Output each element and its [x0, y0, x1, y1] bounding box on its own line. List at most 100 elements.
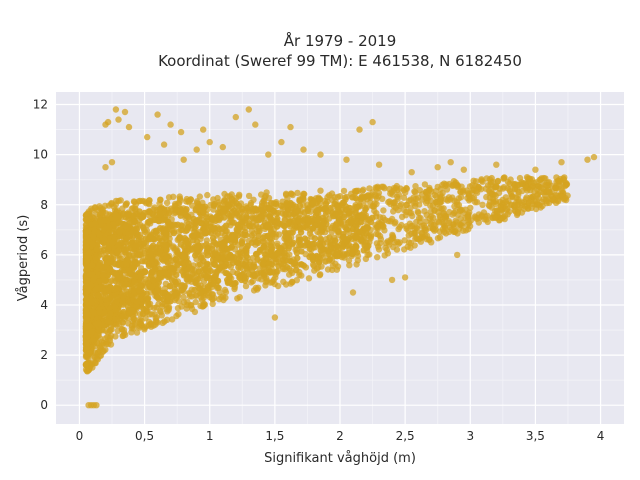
data-point — [293, 277, 300, 284]
data-point — [204, 252, 211, 259]
data-point — [224, 246, 231, 253]
data-point — [118, 325, 126, 333]
data-point — [518, 209, 526, 216]
outlier-point — [108, 159, 116, 166]
data-point — [414, 235, 421, 242]
data-point — [459, 219, 466, 226]
data-point — [204, 228, 212, 235]
data-point — [185, 213, 192, 220]
data-point — [85, 311, 92, 318]
data-point — [356, 228, 363, 235]
data-point — [185, 273, 192, 280]
outlier-point — [112, 106, 120, 113]
data-point — [401, 237, 408, 244]
data-point — [329, 262, 337, 269]
data-point — [136, 311, 144, 318]
data-point — [256, 246, 264, 254]
data-point — [112, 333, 119, 340]
outlier-point — [408, 169, 415, 176]
data-point — [371, 207, 378, 215]
data-point — [465, 190, 472, 197]
data-point — [326, 234, 333, 241]
data-point — [375, 193, 382, 200]
data-point — [83, 323, 90, 330]
data-point — [276, 247, 283, 255]
data-point — [291, 223, 298, 230]
data-point — [493, 183, 500, 191]
data-point — [149, 242, 157, 249]
data-point — [250, 196, 257, 203]
data-point — [250, 263, 257, 270]
data-point — [249, 278, 256, 285]
data-point — [317, 247, 324, 254]
data-point — [89, 262, 96, 269]
data-point — [161, 229, 169, 237]
data-point — [118, 280, 125, 287]
data-point — [93, 246, 100, 253]
data-point — [418, 230, 426, 237]
data-point — [122, 222, 129, 230]
data-point — [292, 213, 299, 220]
data-point — [389, 191, 396, 198]
data-point — [326, 192, 333, 199]
data-point — [131, 198, 138, 206]
data-point — [209, 234, 217, 242]
data-point — [94, 350, 101, 357]
data-point — [391, 198, 398, 206]
data-point — [519, 187, 526, 195]
data-point — [236, 274, 243, 281]
outlier-point — [590, 153, 598, 161]
data-point — [123, 245, 130, 252]
data-point — [83, 316, 91, 324]
data-point — [285, 211, 293, 218]
data-point — [142, 228, 149, 236]
data-point — [175, 311, 182, 318]
data-point — [155, 275, 162, 282]
data-point — [364, 192, 372, 199]
data-point — [309, 253, 316, 261]
data-point — [194, 203, 201, 210]
data-point — [407, 204, 414, 211]
data-point — [289, 239, 297, 246]
tick-labels: 0 0,5 1 1,5 2 2,5 3 3,5 4 0 2 4 6 8 10 12 — [33, 98, 605, 443]
data-point — [158, 256, 166, 263]
data-point — [340, 233, 347, 241]
data-point — [84, 257, 91, 265]
data-point — [494, 178, 501, 185]
data-point — [220, 205, 228, 212]
data-point — [249, 223, 257, 230]
data-point — [91, 220, 99, 227]
outlier-point — [343, 156, 350, 163]
outlier-point — [121, 108, 129, 116]
data-point — [333, 253, 341, 260]
outlier-point — [287, 123, 294, 131]
data-point — [373, 240, 381, 247]
data-point — [275, 262, 282, 270]
data-point — [183, 238, 190, 246]
data-point — [228, 236, 235, 243]
y-tick-label: 2 — [40, 348, 48, 362]
x-tick-label: 1 — [206, 429, 214, 443]
data-point — [376, 232, 384, 240]
data-point — [193, 238, 201, 245]
data-point — [333, 266, 341, 273]
outlier-point — [317, 151, 324, 158]
data-point — [317, 271, 324, 278]
data-point — [192, 252, 199, 259]
data-point — [467, 204, 474, 211]
data-point — [454, 211, 461, 219]
data-point — [177, 282, 185, 289]
data-point — [422, 199, 430, 207]
data-point — [210, 277, 217, 284]
outlier-point — [93, 402, 100, 409]
y-tick-label: 0 — [40, 398, 48, 412]
data-point — [223, 234, 230, 242]
data-point — [180, 294, 187, 301]
data-point — [170, 257, 177, 264]
data-point — [198, 254, 205, 261]
data-point — [345, 257, 353, 264]
data-point — [136, 197, 144, 205]
data-point — [358, 219, 365, 226]
data-point — [366, 185, 373, 192]
